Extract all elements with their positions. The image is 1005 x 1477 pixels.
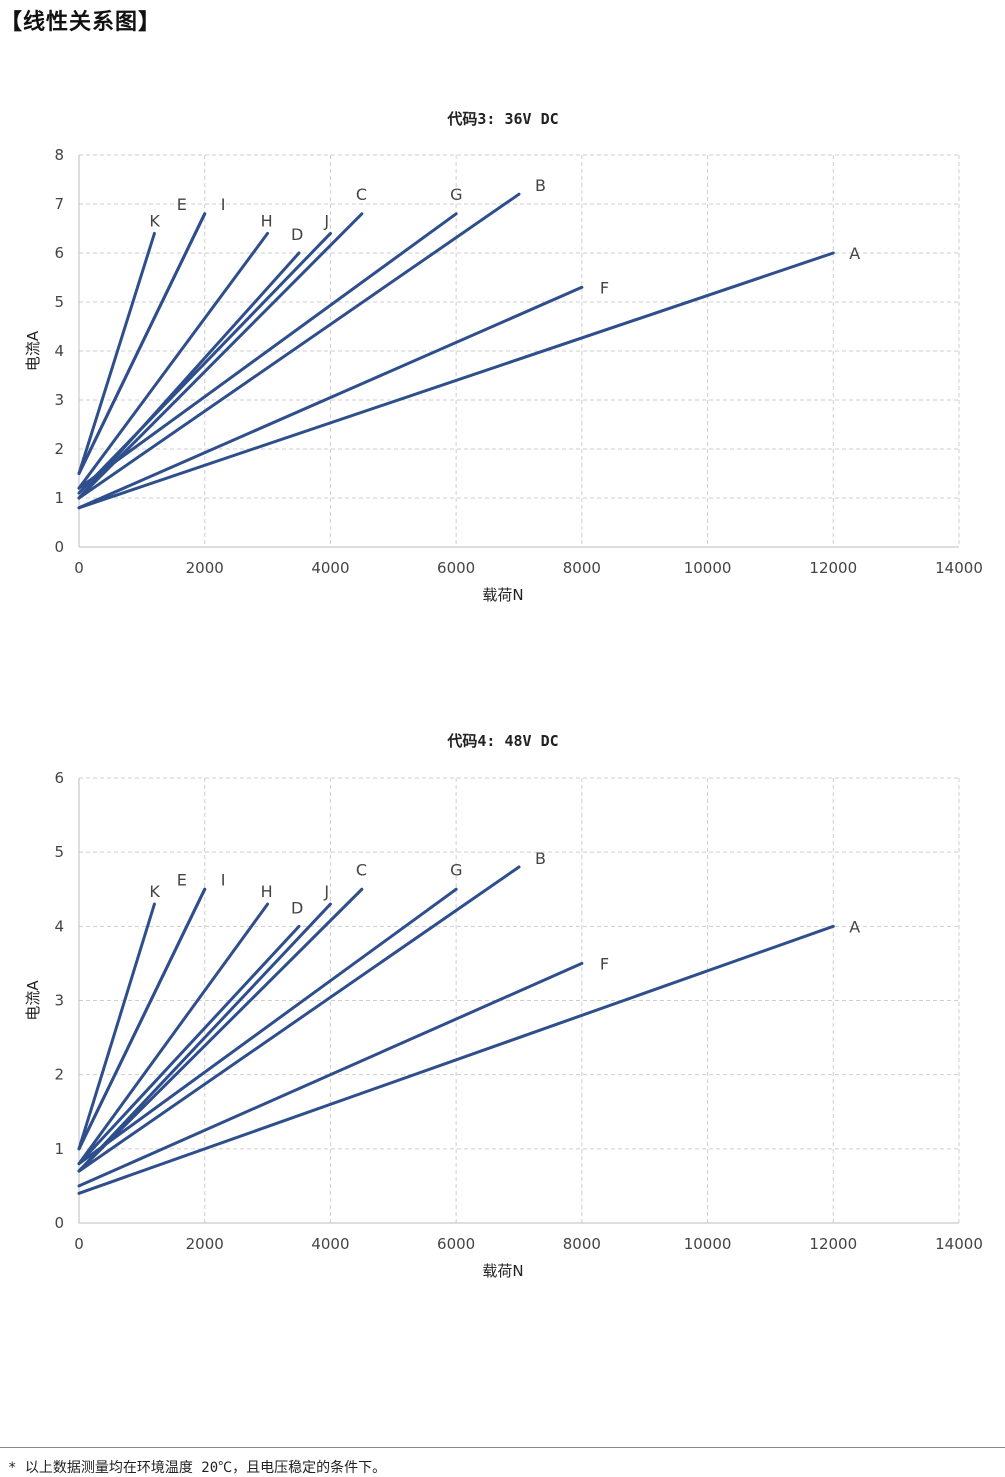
series-label-f: F [600,278,609,297]
series-label-f: F [600,954,609,973]
y-tick-label: 3 [54,391,64,409]
x-tick-label: 6000 [437,559,475,577]
x-tick-label: 12000 [809,559,857,577]
series-line-g [77,887,458,1166]
series-label-k: K [149,882,160,901]
x-tick-label: 4000 [311,559,349,577]
series-line-d [77,924,301,1166]
footer-divider [0,1447,1005,1448]
chart-title: 代码3: 36V DC [446,110,558,128]
series-label-a: A [849,244,860,263]
series-label-k: K [149,211,160,230]
y-tick-label: 5 [54,843,64,861]
series-line-h [77,231,270,490]
y-tick-label: 6 [54,769,64,787]
y-tick-label: 5 [54,293,64,311]
series-label-g: G [450,860,462,879]
x-tick-label: 8000 [563,559,601,577]
series-line-c [77,887,364,1173]
series-line-h [77,902,270,1166]
chart-title: 代码4: 48V DC [446,732,558,750]
series-line-f [77,961,584,1188]
y-tick-label: 3 [54,992,64,1010]
series-label-h: H [261,882,273,901]
x-tick-label: 0 [74,559,84,577]
y-tick-label: 4 [54,917,64,935]
y-tick-label: 1 [54,489,64,507]
series-line-i [77,212,207,475]
series-line-a [77,251,835,510]
series-label-b: B [535,176,546,195]
series-line-j [77,231,332,495]
x-tick-label: 6000 [437,1235,475,1253]
series-line-b [77,865,521,1173]
x-tick-label: 4000 [311,1235,349,1253]
series-label-a: A [849,917,860,936]
series-line-c [77,212,364,500]
y-tick-label: 7 [54,195,64,213]
series-line-g [77,212,458,490]
series-label-d: D [291,898,303,917]
x-tick-label: 8000 [563,1235,601,1253]
y-tick-label: 6 [54,244,64,262]
x-tick-label: 12000 [809,1235,857,1253]
x-tick-label: 2000 [186,559,224,577]
series-label-e: E [177,195,187,214]
x-tick-label: 0 [74,1235,84,1253]
series-line-k [77,231,156,475]
series-label-b: B [535,849,546,868]
x-tick-label: 2000 [186,1235,224,1253]
series-label-j: J [323,211,329,230]
y-axis-title: 电流A [24,980,42,1021]
x-axis-title: 载荷N [482,1262,523,1280]
y-tick-label: 2 [54,1066,64,1084]
series-label-c: C [356,185,367,204]
x-tick-label: 14000 [935,1235,983,1253]
series-label-i: I [221,870,226,889]
series-line-k [77,902,156,1151]
x-axis-title: 载荷N [482,586,523,604]
y-tick-label: 8 [54,146,64,164]
chart-48v: 0 1 2 3 4 5 6 0 2000 4000 6000 8000 10000 12000 14000 代… [24,732,983,1280]
series-label-g: G [450,185,462,204]
y-axis-title: 电流A [24,330,42,371]
series-line-i [77,887,207,1151]
y-tick-label: 0 [54,538,64,556]
series-line-b [77,192,521,500]
series-line-j [77,902,332,1173]
series-line-f [77,285,584,510]
x-tick-label: 10000 [684,559,732,577]
series-label-d: D [291,225,303,244]
series-label-i: I [221,195,226,214]
series-label-e: E [177,870,187,889]
series-label-j: J [323,882,329,901]
footnote: * 以上数据测量均在环境温度 20℃，且电压稳定的条件下。 [8,1460,387,1476]
y-tick-label: 4 [54,342,64,360]
page-heading: 【线性关系图】 [0,10,162,35]
series-line-a [77,924,835,1195]
chart-36v: 0 1 2 3 4 5 6 7 8 0 2000 4000 6000 8000 10000 12000 1400… [24,110,983,604]
x-tick-label: 10000 [684,1235,732,1253]
x-tick-label: 14000 [935,559,983,577]
y-tick-label: 0 [54,1214,64,1232]
y-tick-label: 1 [54,1140,64,1158]
series-line-d [77,251,301,500]
y-tick-label: 2 [54,440,64,458]
series-label-c: C [356,860,367,879]
series-label-h: H [261,211,273,230]
